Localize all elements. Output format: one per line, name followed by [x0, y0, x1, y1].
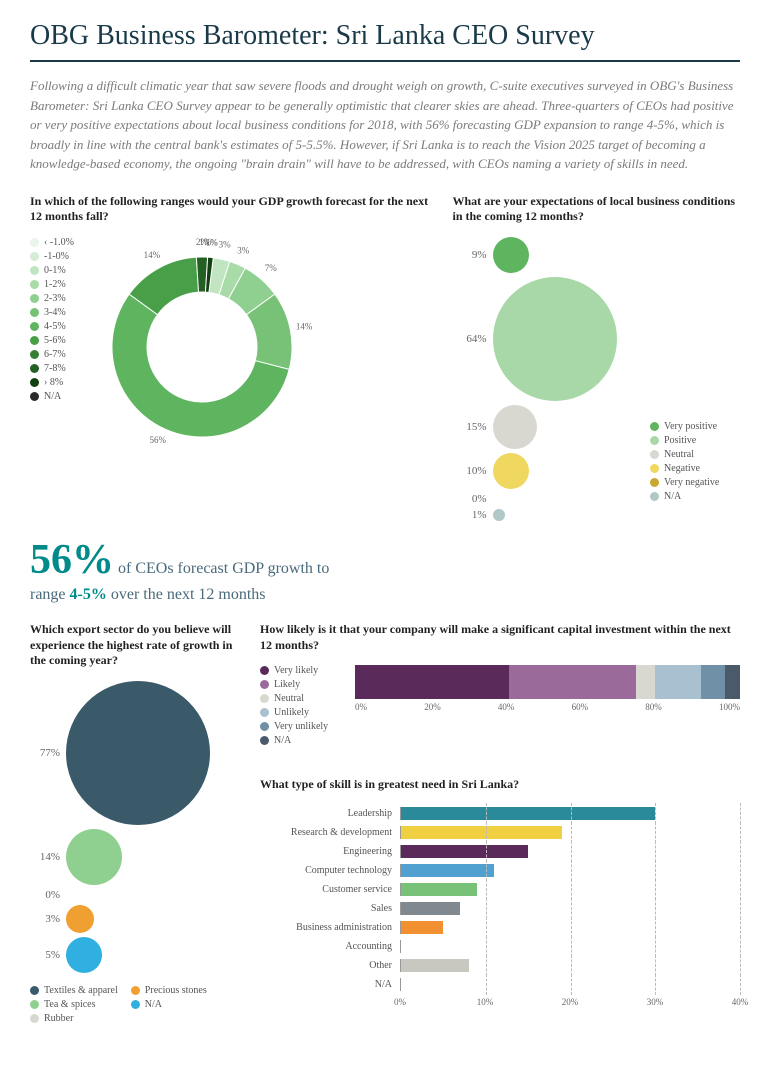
bubble-row: 64%: [453, 277, 643, 401]
expect-legend: Very positive Positive Neutral Negative Very…: [650, 421, 740, 505]
bubble-row: 77%: [30, 681, 240, 825]
legend-item: Very negative: [650, 477, 740, 488]
skill-row: Sales: [260, 900, 740, 917]
bubble-row: 1%: [453, 509, 643, 521]
legend-item: N/A: [650, 491, 740, 502]
donut-legend-item: 3-4%: [30, 307, 80, 318]
skill-row: Business administration: [260, 919, 740, 936]
legend-item: Neutral: [260, 693, 350, 704]
svg-text:56%: 56%: [149, 435, 166, 445]
bubble-row: 0%: [453, 493, 643, 505]
skill-row: Other: [260, 957, 740, 974]
donut-legend-item: -1-0%: [30, 251, 80, 262]
svg-text:3%: 3%: [219, 239, 232, 249]
bubble-row: 3%: [30, 905, 240, 933]
svg-text:14%: 14%: [296, 321, 313, 331]
donut-legend-item: › 8%: [30, 377, 80, 388]
bubble-row: 5%: [30, 937, 240, 973]
donut-legend: ‹ -1.0% -1-0% 0-1% 1-2% 2-3% 3-4% 4-5% 5-6% 6-7%…: [30, 237, 80, 462]
legend-item: Very positive: [650, 421, 740, 432]
skill-row: N/A: [260, 976, 740, 993]
expect-question: What are your expectations of local busi…: [453, 194, 741, 225]
expect-chart: 9% 64% 15% 10% 0%: [453, 237, 643, 525]
invest-legend: Very likely Likely Neutral Unlikely Very unl…: [260, 665, 350, 749]
donut-legend-item: 4-5%: [30, 321, 80, 332]
bubble-row: 0%: [30, 889, 240, 901]
skill-row: Leadership: [260, 805, 740, 822]
skill-row: Customer service: [260, 881, 740, 898]
legend-item: Precious stones: [131, 985, 232, 996]
legend-item: Unlikely: [260, 707, 350, 718]
stack-segment: [701, 665, 724, 699]
legend-item: Textiles & apparel: [30, 985, 131, 996]
bubble-row: 10%: [453, 453, 643, 489]
svg-text:14%: 14%: [144, 250, 161, 260]
donut-legend-item: 5-6%: [30, 335, 80, 346]
legend-item: N/A: [260, 735, 350, 746]
bubble-row: 14%: [30, 829, 240, 885]
callout-big: 56%: [30, 537, 114, 583]
skill-row: Engineering: [260, 843, 740, 860]
stack-segment: [725, 665, 740, 699]
stack-segment: [509, 665, 636, 699]
page-title: OBG Business Barometer: Sri Lanka CEO Su…: [30, 20, 740, 52]
donut-legend-item: 1-2%: [30, 279, 80, 290]
invest-question: How likely is it that your company will …: [260, 622, 740, 653]
bubble-row: 9%: [453, 237, 643, 273]
export-chart: 77% 14% 0% 3% 5%: [30, 681, 240, 973]
legend-item: Rubber: [30, 1013, 131, 1024]
svg-text:1%: 1%: [206, 237, 219, 247]
legend-item: Tea & spices: [30, 999, 131, 1010]
stack-segment: [655, 665, 701, 699]
skill-row: Research & development: [260, 824, 740, 841]
skills-question: What type of skill is in greatest need i…: [260, 777, 740, 793]
export-question: Which export sector do you believe will …: [30, 622, 240, 669]
donut-chart: 1%1%3%3%7%14%56%14%2%1%: [92, 237, 332, 462]
donut-legend-item: N/A: [30, 391, 80, 402]
stack-segment: [636, 665, 655, 699]
legend-item: N/A: [131, 999, 232, 1010]
donut-legend-item: 6-7%: [30, 349, 80, 360]
callout: 56% of CEOs forecast GDP growth to range…: [30, 535, 740, 605]
skill-row: Accounting: [260, 938, 740, 955]
donut-question: In which of the following ranges would y…: [30, 194, 433, 225]
stack-segment: [355, 665, 509, 699]
bubble-row: 15%: [453, 405, 643, 449]
skills-chart: Leadership Research & development Engine…: [260, 805, 740, 993]
legend-item: Very likely: [260, 665, 350, 676]
donut-legend-item: 2-3%: [30, 293, 80, 304]
invest-chart: 0%20%40%60%80%100%: [355, 665, 740, 712]
legend-item: Negative: [650, 463, 740, 474]
intro-text: Following a difficult climatic year that…: [30, 76, 740, 174]
legend-item: Neutral: [650, 449, 740, 460]
svg-text:7%: 7%: [265, 263, 278, 273]
skill-row: Computer technology: [260, 862, 740, 879]
legend-item: Very unlikely: [260, 721, 350, 732]
svg-text:3%: 3%: [237, 245, 250, 255]
donut-legend-item: 7-8%: [30, 363, 80, 374]
export-legend: Textiles & apparelPrecious stonesTea & s…: [30, 985, 240, 1027]
donut-legend-item: 0-1%: [30, 265, 80, 276]
title-rule: [30, 60, 740, 62]
donut-legend-item: ‹ -1.0%: [30, 237, 80, 248]
legend-item: Likely: [260, 679, 350, 690]
legend-item: Positive: [650, 435, 740, 446]
